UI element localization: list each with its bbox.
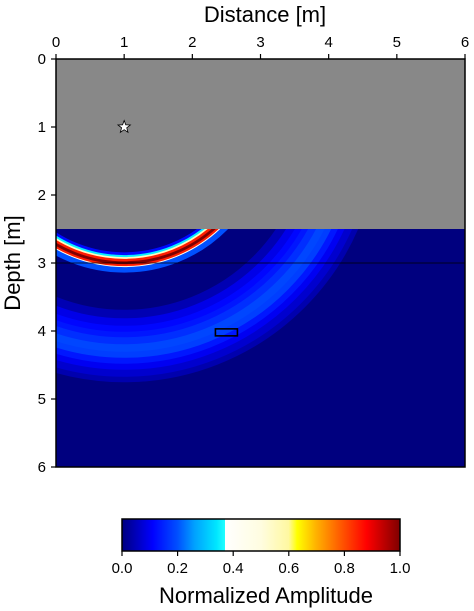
y-axis-title: Depth [m]	[0, 215, 25, 310]
wavefront-band	[56, 229, 311, 340]
wavefront-band	[56, 229, 208, 259]
wavefront-band	[56, 229, 228, 273]
x-tick-label: 5	[393, 34, 401, 51]
y-tick-label: 0	[38, 51, 46, 68]
x-axis-title: Distance [m]	[204, 2, 326, 27]
colorbar-tick-label: 1.0	[390, 560, 411, 577]
x-tick-label: 6	[461, 34, 469, 51]
colorbar-tick-label: 0.2	[167, 560, 188, 577]
x-tick-label: 0	[52, 34, 60, 51]
wavefront-band	[56, 229, 326, 353]
x-tick-label: 3	[256, 34, 264, 51]
x-axis-ticks: 0 1 2 3 4 5 6	[52, 34, 469, 59]
wavefront-band	[56, 229, 304, 334]
wavefronts	[56, 229, 359, 383]
colorbar-tick-label: 0.8	[334, 560, 355, 577]
y-tick-label: 3	[38, 255, 46, 272]
y-tick-label: 6	[38, 459, 46, 476]
wavefront-band	[56, 229, 204, 257]
wavefront-band	[56, 229, 211, 261]
colorbar-tick-label: 0.0	[112, 560, 133, 577]
y-tick-label: 5	[38, 391, 46, 408]
wavefront-band	[56, 229, 359, 383]
y-tick-label: 4	[38, 323, 46, 340]
wavefront-band	[56, 229, 353, 378]
colorbar	[121, 518, 401, 552]
colorbar-title: Normalized Amplitude	[159, 583, 373, 608]
wavefront-band	[56, 229, 347, 372]
y-axis-ticks: 0 1 2 3 4 5 6	[38, 51, 56, 476]
receiver-box	[214, 328, 239, 337]
layer-0	[56, 59, 465, 229]
colorbar-ticks: 0.0 0.2 0.4 0.6 0.8 1.0	[112, 551, 411, 577]
wavefront-band	[56, 229, 340, 366]
wavefront-band	[56, 229, 221, 268]
wavefront-band	[56, 229, 296, 327]
wavefront-band	[56, 229, 318, 346]
y-tick-label: 2	[38, 187, 46, 204]
wavefront-band	[56, 229, 333, 360]
x-tick-label: 2	[188, 34, 196, 51]
overlays	[56, 119, 465, 337]
colorbar-tick-label: 0.4	[223, 560, 244, 577]
colorbar-tick-label: 0.6	[278, 560, 299, 577]
wavefront-band	[56, 229, 214, 263]
wavefront-direct	[56, 229, 359, 383]
wavefront-band	[56, 229, 288, 320]
source-star-icon	[116, 119, 132, 134]
y-tick-label: 1	[38, 119, 46, 136]
x-tick-label: 1	[120, 34, 128, 51]
x-tick-label: 4	[324, 34, 332, 51]
